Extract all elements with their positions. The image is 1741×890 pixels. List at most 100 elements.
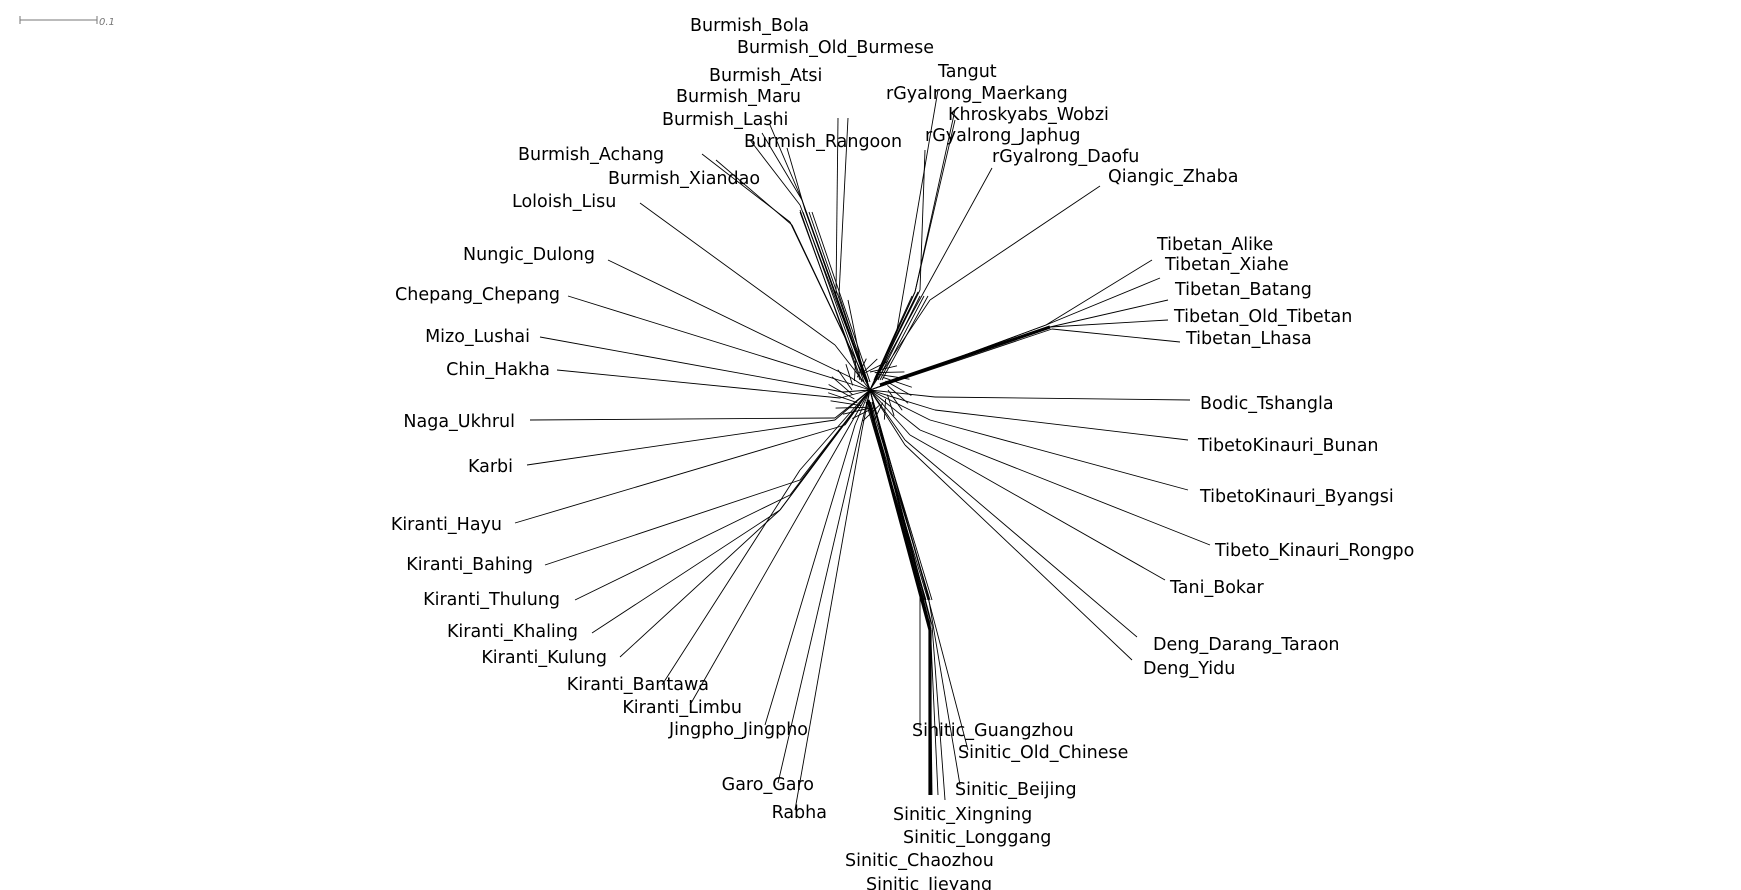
- burmish-split-0: [799, 211, 863, 383]
- branch-kiranti-hayu: [514, 424, 846, 524]
- taxon-label-bodic-tshangla: Bodic_Tshangla: [1200, 394, 1334, 414]
- taxon-label-kiranti-thulung: Kiranti_Thulung: [423, 590, 560, 610]
- branch-rabha: [794, 429, 863, 811]
- reticulation-edge-8: [830, 400, 862, 407]
- branch-chepang-chepang: [567, 295, 846, 383]
- branch-kiranti-kulung: [619, 509, 781, 658]
- branch-sinitic-beijing: [927, 594, 961, 786]
- taxon-label-tibetan-alike: Tibetan_Alike: [1156, 235, 1273, 255]
- branch-garo-garo: [777, 429, 861, 784]
- taxon-label-tibetokinauri-bunan: TibetoKinauri_Bunan: [1197, 436, 1379, 456]
- taxon-label-kiranti-hayu: Kiranti_Hayu: [391, 515, 502, 535]
- branch-inner-tibetokinauri-bunan: [869, 389, 936, 411]
- branch-tibetan-xiahe: [1045, 277, 1161, 326]
- branch-sinitic-xingning: [929, 619, 939, 796]
- branch-tani-bokar: [909, 434, 1166, 581]
- branch-sinitic-longgang: [931, 624, 946, 801]
- branch-inner-jingpho-jingpho: [854, 389, 871, 426]
- taxon-label-burmish-atsi: Burmish_Atsi: [709, 66, 822, 86]
- taxon-label-tibetan-batang: Tibetan_Batang: [1174, 280, 1312, 300]
- branch-sinitic-jieyang: [929, 629, 933, 796]
- taxon-label-rgyalrong-daofu: rGyalrong_Daofu: [992, 147, 1139, 167]
- branch-tibetokinauri-bunan: [934, 409, 1189, 441]
- branch-inner-loloish-lisu: [834, 344, 871, 391]
- branch-karbi: [526, 419, 836, 466]
- branch-inner-burmish-rangoon: [804, 209, 871, 391]
- taxon-label-chepang-chepang: Chepang_Chepang: [395, 285, 560, 305]
- reticulation-edge-13: [845, 364, 854, 386]
- branch-inner-rabha: [861, 389, 871, 431]
- branch-inner-chin-hakha: [839, 389, 871, 399]
- taxon-label-mizo-lushai: Mizo_Lushai: [425, 327, 530, 347]
- branch-inner-burmish-xiandao: [791, 224, 871, 391]
- branch-inner-mizo-lushai: [842, 389, 871, 393]
- branch-inner-bodic-tshangla: [869, 389, 936, 398]
- taxon-label-rgyalrong-maerkang: rGyalrong_Maerkang: [886, 84, 1068, 104]
- branch-kiranti-bantawa: [661, 469, 801, 686]
- branch-inner-khroskyabs-wobzi: [869, 291, 916, 391]
- branch-kiranti-limbu: [689, 424, 851, 706]
- taxon-label-tibetokinauri-byangsi: TibetoKinauri_Byangsi: [1199, 487, 1394, 507]
- branch-tangut: [896, 89, 939, 331]
- branch-rgyalrong-japhug: [919, 149, 926, 291]
- branch-tibetan-batang: [1049, 299, 1169, 328]
- reticulation-edge-0: [887, 389, 903, 411]
- branch-naga-ukhrul: [529, 417, 836, 421]
- taxon-label-kiranti-kulung: Kiranti_Kulung: [481, 648, 607, 668]
- branch-loloish-lisu: [639, 202, 836, 346]
- taxon-label-naga-ukhrul: Naga_Ukhrul: [403, 412, 515, 432]
- branch-burmish-atsi: [769, 124, 803, 201]
- network-edges: [514, 89, 1211, 811]
- branch-inner-tibetan-lhasa: [869, 328, 1053, 391]
- branch-rgyalrong-daofu: [924, 167, 993, 291]
- branch-inner-rgyalrong-daofu: [869, 289, 926, 391]
- branch-burmish-bola: [835, 117, 839, 296]
- branch-nungic-dulong: [607, 259, 851, 378]
- branch-inner-deng-yidu: [869, 389, 906, 446]
- branch-inner-nungic-dulong: [849, 376, 871, 391]
- scale-bar-label: 0.1: [99, 17, 115, 28]
- branch-deng-yidu: [904, 444, 1133, 661]
- branch-inner-karbi: [834, 389, 871, 421]
- taxon-label-sinitic-jieyang: Sinitic_Jieyang: [866, 875, 992, 890]
- branch-kiranti-thulung: [574, 494, 791, 601]
- taxon-label-nungic-dulong: Nungic_Dulong: [463, 245, 595, 265]
- taxon-label-sinitic-old-chinese: Sinitic_Old_Chinese: [958, 743, 1128, 763]
- branch-burmish-old-burmese: [838, 117, 849, 296]
- taxon-label-karbi: Karbi: [468, 457, 513, 477]
- branch-inner-qiangic-zhaba: [869, 299, 931, 391]
- branch-chin-hakha: [556, 369, 841, 399]
- burmish-split-4: [811, 211, 871, 383]
- taxon-label-sinitic-longgang: Sinitic_Longgang: [903, 828, 1051, 848]
- branch-inner-chepang-chepang: [844, 381, 871, 391]
- branch-mizo-lushai: [539, 336, 844, 393]
- branch-inner-sinitic-jieyang: [869, 389, 931, 631]
- branch-jingpho-jingpho: [764, 424, 856, 726]
- branch-inner-tibetokinauri-byangsi: [869, 389, 931, 421]
- taxon-label-tibetan-old-tibetan: Tibetan_Old_Tibetan: [1173, 307, 1352, 327]
- branch-burmish-rangoon: [786, 147, 806, 211]
- taxon-label-deng-yidu: Deng_Yidu: [1143, 659, 1235, 679]
- taxon-label-loloish-lisu: Loloish_Lisu: [512, 192, 616, 212]
- branch-deng-darang-taraon: [904, 439, 1138, 638]
- taxon-label-kiranti-khaling: Kiranti_Khaling: [447, 622, 578, 642]
- qiangic-split-3: [879, 295, 925, 381]
- branch-sinitic-old-chinese: [925, 589, 969, 751]
- taxon-label-tibeto-kinauri-rongpo: Tibeto_Kinauri_Rongpo: [1214, 541, 1414, 561]
- taxon-label-khroskyabs-wobzi: Khroskyabs_Wobzi: [948, 105, 1109, 125]
- branch-tibetan-lhasa: [1051, 328, 1181, 343]
- branch-bodic-tshangla: [934, 396, 1191, 401]
- branch-inner-tani-bokar: [869, 389, 911, 436]
- taxon-label-sinitic-beijing: Sinitic_Beijing: [955, 780, 1077, 800]
- branch-kiranti-bahing: [544, 479, 801, 566]
- scale-bar: 0.1: [19, 16, 115, 28]
- branch-tibetokinauri-byangsi: [929, 419, 1189, 491]
- branch-inner-tibeto-kinauri-rongpo: [869, 389, 921, 431]
- taxon-label-burmish-lashi: Burmish_Lashi: [662, 110, 788, 130]
- branch-inner-kiranti-bantawa: [799, 389, 871, 471]
- taxon-label-tibetan-xiahe: Tibetan_Xiahe: [1164, 255, 1289, 275]
- taxon-label-kiranti-bantawa: Kiranti_Bantawa: [567, 675, 709, 695]
- taxon-label-burmish-maru: Burmish_Maru: [676, 87, 801, 107]
